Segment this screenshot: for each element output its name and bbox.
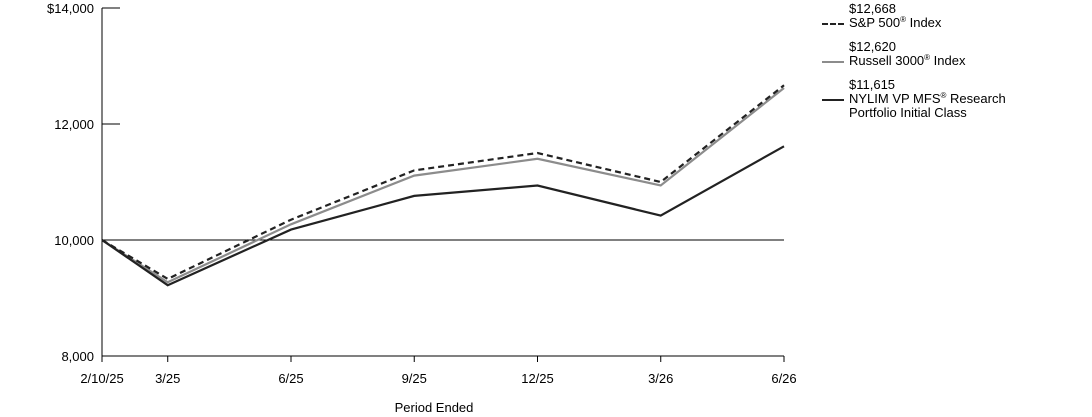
y-tick-label: 12,000 xyxy=(54,117,94,132)
legend-swatch-nylim xyxy=(822,99,844,101)
legend-entry-nylim: $11,615 NYLIM VP MFS® Research Portfolio… xyxy=(822,78,1082,120)
legend-swatch-russell3000 xyxy=(822,61,844,63)
x-axis-title: Period Ended xyxy=(395,400,474,415)
legend-label-nylim: NYLIM VP MFS® Research Portfolio Initial… xyxy=(849,91,1006,120)
x-tick-label: 9/25 xyxy=(402,371,427,386)
x-tick-label: 3/25 xyxy=(155,371,180,386)
x-tick-label: 2/10/25 xyxy=(80,371,123,386)
x-tick-label: 6/25 xyxy=(278,371,303,386)
x-ticks: 2/10/25 3/25 6/25 9/25 12/25 3/26 6/26 xyxy=(80,356,797,386)
legend-value-nylim: $11,615 xyxy=(849,77,896,92)
series-line-russell3000 xyxy=(101,87,785,284)
x-tick-label: 12/25 xyxy=(521,371,554,386)
legend-value-russell3000: $12,620 xyxy=(849,39,896,54)
series-layer xyxy=(101,84,785,287)
y-ticks: 8,000 10,000 12,000 $14,000 xyxy=(47,1,120,364)
legend-label-russell3000: Russell 3000® Index xyxy=(849,53,966,68)
legend-swatch-sp500 xyxy=(822,23,844,25)
series-line-sp500 xyxy=(101,84,785,281)
legend: $12,668 S&P 500® Index $12,620 Russell 3… xyxy=(822,2,1082,130)
legend-value-sp500: $12,668 xyxy=(849,1,896,16)
legend-label-sp500: S&P 500® Index xyxy=(849,15,942,30)
y-tick-label: $14,000 xyxy=(47,1,94,16)
legend-entry-russell3000: $12,620 Russell 3000® Index xyxy=(822,40,1082,68)
x-tick-label: 3/26 xyxy=(648,371,673,386)
x-tick-label: 6/26 xyxy=(771,371,796,386)
series-line-nylim xyxy=(101,145,785,287)
y-tick-label: 10,000 xyxy=(54,233,94,248)
legend-entry-sp500: $12,668 S&P 500® Index xyxy=(822,2,1082,30)
y-tick-label: 8,000 xyxy=(61,349,94,364)
line-chart: 8,000 10,000 12,000 $14,000 2/10/25 3/25 6/25… xyxy=(47,1,797,415)
